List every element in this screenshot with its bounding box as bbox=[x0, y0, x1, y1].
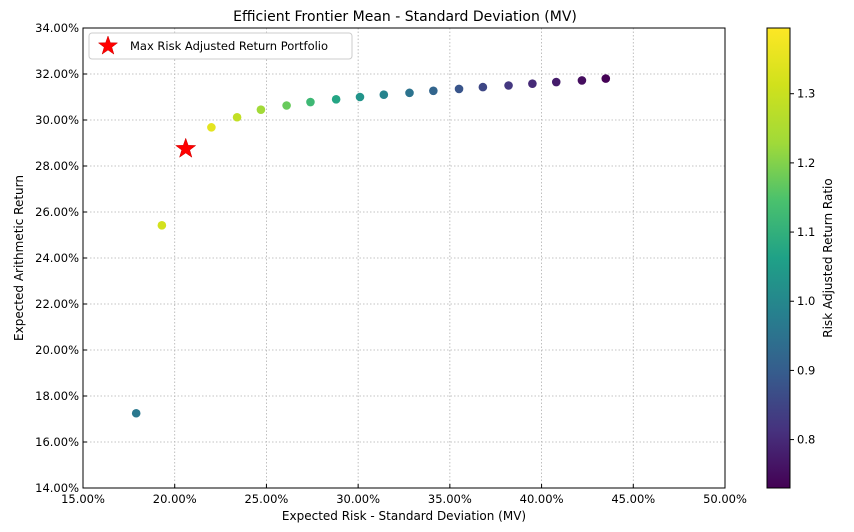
frontier-point bbox=[551, 77, 561, 87]
x-tick-label: 40.00% bbox=[520, 492, 564, 506]
colorbar-tick-label: 1.3 bbox=[797, 87, 815, 101]
colorbar: 0.8 0.9 1.0 1.1 1.2 1.3 Risk Adjusted Return … bbox=[766, 27, 835, 489]
y-tick-label: 18.00% bbox=[35, 389, 79, 403]
colorbar-tick-label: 1.1 bbox=[797, 225, 815, 239]
x-tick-label: 25.00% bbox=[244, 492, 288, 506]
frontier-point bbox=[306, 97, 315, 107]
frontier-point bbox=[405, 88, 414, 98]
x-tick-label: 15.00% bbox=[61, 492, 105, 506]
y-tick-label: 32.00% bbox=[35, 67, 79, 81]
frontier-point bbox=[577, 76, 587, 85]
y-tick-label: 20.00% bbox=[35, 343, 79, 357]
legend-box bbox=[88, 32, 353, 60]
frontier-point bbox=[157, 221, 167, 230]
frontier-point bbox=[528, 79, 537, 88]
max-risk-adjusted-star bbox=[175, 137, 197, 158]
frontier-point bbox=[331, 95, 341, 104]
frontier-point bbox=[601, 74, 611, 83]
frontier-point bbox=[504, 81, 513, 90]
chart-title: Efficient Frontier Mean - Standard Devia… bbox=[233, 9, 577, 25]
y-tick-label: 30.00% bbox=[35, 113, 79, 127]
y-tick-label: 14.00% bbox=[35, 481, 79, 495]
frontier-point bbox=[256, 105, 266, 114]
legend-label: Max Risk Adjusted Return Portfolio bbox=[130, 39, 328, 53]
frontier-point bbox=[379, 90, 389, 99]
y-tick-label: 28.00% bbox=[35, 159, 79, 173]
y-tick-label: 22.00% bbox=[35, 297, 79, 311]
colorbar-tick-label: 1.2 bbox=[797, 156, 815, 170]
colorbar-gradient bbox=[766, 27, 791, 489]
y-tick-label: 26.00% bbox=[35, 205, 79, 219]
x-tick-label: 30.00% bbox=[336, 492, 380, 506]
colorbar-tick-label: 0.8 bbox=[797, 433, 815, 447]
highlight-marker bbox=[175, 137, 197, 158]
legend-star-icon bbox=[97, 35, 119, 55]
x-axis-label: Expected Risk - Standard Deviation (MV) bbox=[282, 509, 526, 523]
frontier-point bbox=[282, 101, 291, 110]
frontier-point bbox=[131, 408, 141, 418]
y-tick-label: 16.00% bbox=[35, 435, 79, 449]
grid-lines bbox=[82, 27, 726, 489]
frontier-point bbox=[232, 112, 242, 122]
frontier-points bbox=[131, 74, 611, 418]
x-tick-label: 45.00% bbox=[611, 492, 655, 506]
x-tick-label: 35.00% bbox=[428, 492, 472, 506]
colorbar-ticks: 0.8 0.9 1.0 1.1 1.2 1.3 bbox=[790, 87, 815, 447]
frontier-point bbox=[454, 84, 464, 94]
frontier-point bbox=[429, 86, 438, 96]
colorbar-tick-label: 1.0 bbox=[797, 294, 815, 308]
plot-area-frame bbox=[82, 27, 726, 489]
y-tick-label: 34.00% bbox=[35, 21, 79, 35]
x-axis-ticks: 15.00% 20.00% 25.00% 30.00% 35.00% 40.00% 45.0… bbox=[61, 484, 747, 506]
frontier-point bbox=[207, 123, 216, 132]
legend: Max Risk Adjusted Return Portfolio bbox=[88, 32, 353, 60]
colorbar-label: Risk Adjusted Return Ratio bbox=[821, 178, 835, 337]
y-tick-label: 24.00% bbox=[35, 251, 79, 265]
frontier-point bbox=[355, 92, 365, 102]
y-axis-ticks: 14.00% 16.00% 18.00% 20.00% 22.00% 24.00% 26.0… bbox=[35, 21, 87, 495]
x-tick-label: 20.00% bbox=[153, 492, 197, 506]
x-tick-label: 50.00% bbox=[703, 492, 747, 506]
colorbar-tick-label: 0.9 bbox=[797, 363, 815, 377]
frontier-point bbox=[478, 82, 488, 92]
y-axis-label: Expected Arithmetic Return bbox=[12, 175, 26, 341]
